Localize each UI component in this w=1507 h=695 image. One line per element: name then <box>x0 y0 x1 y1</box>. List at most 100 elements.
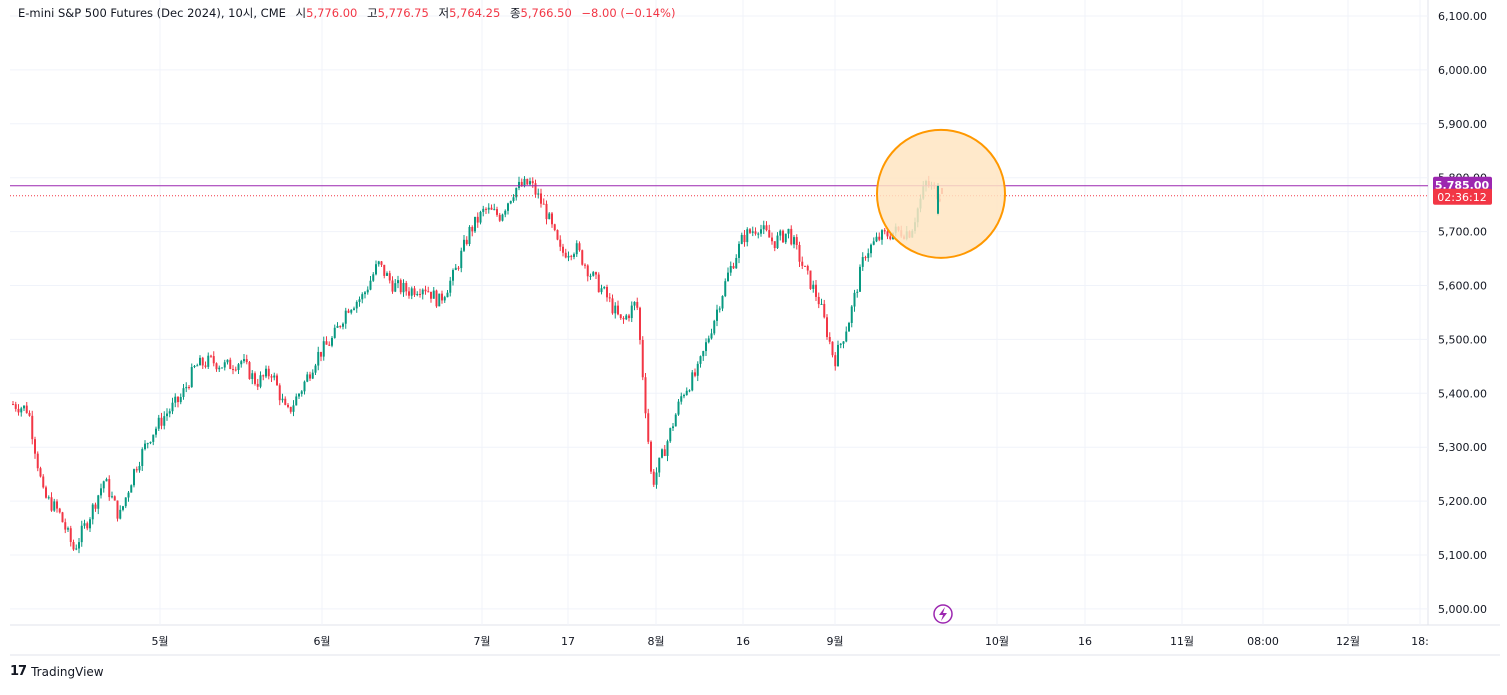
candle-body <box>523 178 526 187</box>
candle-body <box>460 250 463 269</box>
candle-body <box>562 246 564 253</box>
candle-body <box>787 228 790 234</box>
candle-body <box>542 203 545 205</box>
candle-body <box>608 297 611 299</box>
candle-body <box>512 197 515 201</box>
tradingview-brand[interactable]: 17 TradingView <box>10 664 104 679</box>
price-tick-label: 5,500.00 <box>1438 333 1487 346</box>
candle-body <box>366 289 369 293</box>
candle-body <box>674 414 677 427</box>
candle-body <box>53 501 56 511</box>
candle-body <box>815 284 817 297</box>
candle-body <box>72 541 75 550</box>
candle-body <box>534 183 537 195</box>
candle-body <box>595 272 597 275</box>
candle-body <box>317 351 320 366</box>
candle-body <box>828 337 831 342</box>
candle-body <box>375 264 377 275</box>
candle-body <box>779 230 782 236</box>
candle-body <box>281 398 284 401</box>
candle-body <box>199 357 201 366</box>
candle-body <box>677 401 680 415</box>
candle-body <box>314 365 317 373</box>
candle-body <box>226 359 229 363</box>
candle-body <box>163 416 166 426</box>
candle-body <box>633 301 636 306</box>
candle-body <box>306 374 309 382</box>
brand-name: TradingView <box>31 664 104 679</box>
highlight-circle <box>876 128 1006 259</box>
candle-body <box>399 280 402 293</box>
candle-body <box>878 236 881 240</box>
candle-body <box>256 383 259 387</box>
candle-body <box>658 457 661 473</box>
candle-body <box>696 363 699 376</box>
candle-body <box>421 289 424 295</box>
candle-body <box>397 280 399 284</box>
candle-body <box>267 368 270 377</box>
candle-body <box>94 504 97 509</box>
candle-body <box>820 303 823 305</box>
candle-body <box>350 309 353 313</box>
open-label: 시 <box>295 6 307 20</box>
candle-body <box>130 485 133 493</box>
candle-body <box>248 362 251 379</box>
candle-body <box>575 243 578 255</box>
candle-body <box>75 548 78 550</box>
candle-body <box>793 237 795 245</box>
candle-body <box>127 492 130 498</box>
candle-body <box>122 506 124 510</box>
candle-body <box>410 288 413 296</box>
candle-body <box>743 234 746 243</box>
candle-body <box>116 500 119 519</box>
symbol-title[interactable]: E-mini S&P 500 Futures (Dec 2024), 10시, … <box>18 6 286 20</box>
candle-body <box>152 434 155 442</box>
candle-body <box>427 291 430 293</box>
candle-body <box>850 306 853 323</box>
candle-body <box>817 296 820 305</box>
candle-body <box>344 310 347 324</box>
candle-body <box>688 390 691 392</box>
candle-body <box>589 275 592 277</box>
candle-body <box>556 230 559 240</box>
candle-body <box>300 391 303 394</box>
candle-body <box>553 224 556 231</box>
candle-body <box>740 234 743 244</box>
candle-body <box>182 388 185 397</box>
candles-series <box>12 175 943 554</box>
candle-body <box>518 181 520 188</box>
price-tick-label: 5,600.00 <box>1438 280 1487 293</box>
candle-body <box>784 233 787 243</box>
candle-body <box>724 281 727 297</box>
candle-body <box>273 375 276 378</box>
candle-body <box>652 471 655 485</box>
time-tick-label: 9월 <box>826 635 843 648</box>
candle-body <box>100 488 102 496</box>
candle-body <box>655 472 658 485</box>
candle-body <box>515 187 518 198</box>
price-tick-label: 6,000.00 <box>1438 64 1487 77</box>
candle-body <box>20 408 23 413</box>
time-tick-label: 17 <box>561 635 575 648</box>
candle-body <box>438 293 441 307</box>
candle-body <box>449 280 452 293</box>
candle-body <box>292 405 295 412</box>
candle-body <box>254 373 256 384</box>
candle-body <box>795 237 798 245</box>
candle-body <box>408 291 410 296</box>
candle-body <box>853 292 856 307</box>
lightning-icon[interactable] <box>933 604 953 624</box>
candle-body <box>89 519 91 529</box>
candle-body <box>193 365 196 368</box>
candle-body <box>36 453 39 469</box>
candle-body <box>218 367 221 370</box>
candle-body <box>31 415 34 440</box>
candle-body <box>215 363 218 370</box>
low-label: 저 <box>438 6 450 20</box>
candle-body <box>540 193 542 204</box>
candle-body <box>353 308 355 310</box>
price-tick-label: 6,100.00 <box>1438 10 1487 23</box>
candle-body <box>644 377 647 414</box>
